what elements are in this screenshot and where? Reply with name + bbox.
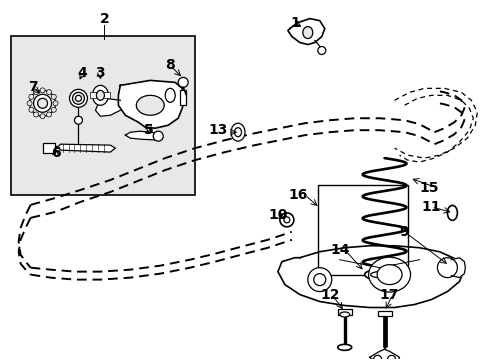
Polygon shape <box>95 98 120 116</box>
Circle shape <box>153 131 163 141</box>
Circle shape <box>74 116 82 124</box>
Text: 7: 7 <box>28 80 38 94</box>
Polygon shape <box>287 19 324 45</box>
Ellipse shape <box>339 312 349 317</box>
Ellipse shape <box>92 85 108 105</box>
Circle shape <box>29 107 34 112</box>
Circle shape <box>38 98 47 108</box>
Circle shape <box>373 355 381 360</box>
Ellipse shape <box>165 88 175 102</box>
Circle shape <box>53 101 58 106</box>
Circle shape <box>46 90 51 95</box>
Circle shape <box>437 258 456 278</box>
Circle shape <box>307 268 331 292</box>
Bar <box>180 90 186 105</box>
Circle shape <box>279 213 293 227</box>
Text: 2: 2 <box>100 12 109 26</box>
Bar <box>11 36 195 195</box>
Polygon shape <box>50 144 115 152</box>
Polygon shape <box>277 246 464 307</box>
Text: 10: 10 <box>268 208 287 222</box>
Ellipse shape <box>302 27 312 39</box>
Circle shape <box>284 217 289 223</box>
Ellipse shape <box>370 271 398 278</box>
Circle shape <box>313 274 325 285</box>
Ellipse shape <box>364 269 404 280</box>
Circle shape <box>40 88 45 93</box>
Text: 15: 15 <box>419 181 438 195</box>
Circle shape <box>34 112 39 117</box>
Circle shape <box>27 101 32 106</box>
Circle shape <box>29 94 34 99</box>
Text: 17: 17 <box>379 288 399 302</box>
Circle shape <box>69 89 87 107</box>
Ellipse shape <box>368 257 410 292</box>
Text: 5: 5 <box>143 123 153 137</box>
Text: 3: 3 <box>95 66 105 80</box>
Ellipse shape <box>337 345 351 350</box>
Circle shape <box>387 355 395 360</box>
Text: 13: 13 <box>208 123 227 137</box>
Circle shape <box>51 107 56 112</box>
Circle shape <box>317 46 325 54</box>
Text: 12: 12 <box>319 288 339 302</box>
Text: 1: 1 <box>289 15 299 30</box>
Polygon shape <box>125 131 163 140</box>
Ellipse shape <box>447 206 456 220</box>
Text: 16: 16 <box>287 188 307 202</box>
Polygon shape <box>118 80 185 128</box>
Text: 4: 4 <box>78 66 87 80</box>
Text: 9: 9 <box>399 225 408 239</box>
Ellipse shape <box>136 95 164 115</box>
Circle shape <box>34 94 51 112</box>
Circle shape <box>75 95 81 101</box>
Circle shape <box>40 114 45 119</box>
Text: 14: 14 <box>329 243 349 257</box>
Ellipse shape <box>234 128 241 137</box>
Circle shape <box>72 92 84 104</box>
Bar <box>317 185 407 275</box>
Circle shape <box>51 94 56 99</box>
Bar <box>337 310 351 315</box>
Text: 8: 8 <box>165 58 175 72</box>
Ellipse shape <box>230 123 244 141</box>
Circle shape <box>34 90 39 95</box>
Bar <box>377 311 391 316</box>
Text: 11: 11 <box>421 200 440 214</box>
Polygon shape <box>450 258 465 278</box>
Bar <box>42 143 55 153</box>
Ellipse shape <box>96 90 104 100</box>
Ellipse shape <box>376 265 401 285</box>
Polygon shape <box>369 349 399 360</box>
Circle shape <box>46 112 51 117</box>
Circle shape <box>178 77 188 87</box>
Text: 6: 6 <box>51 146 60 160</box>
Circle shape <box>30 90 56 116</box>
Bar <box>90 92 110 98</box>
